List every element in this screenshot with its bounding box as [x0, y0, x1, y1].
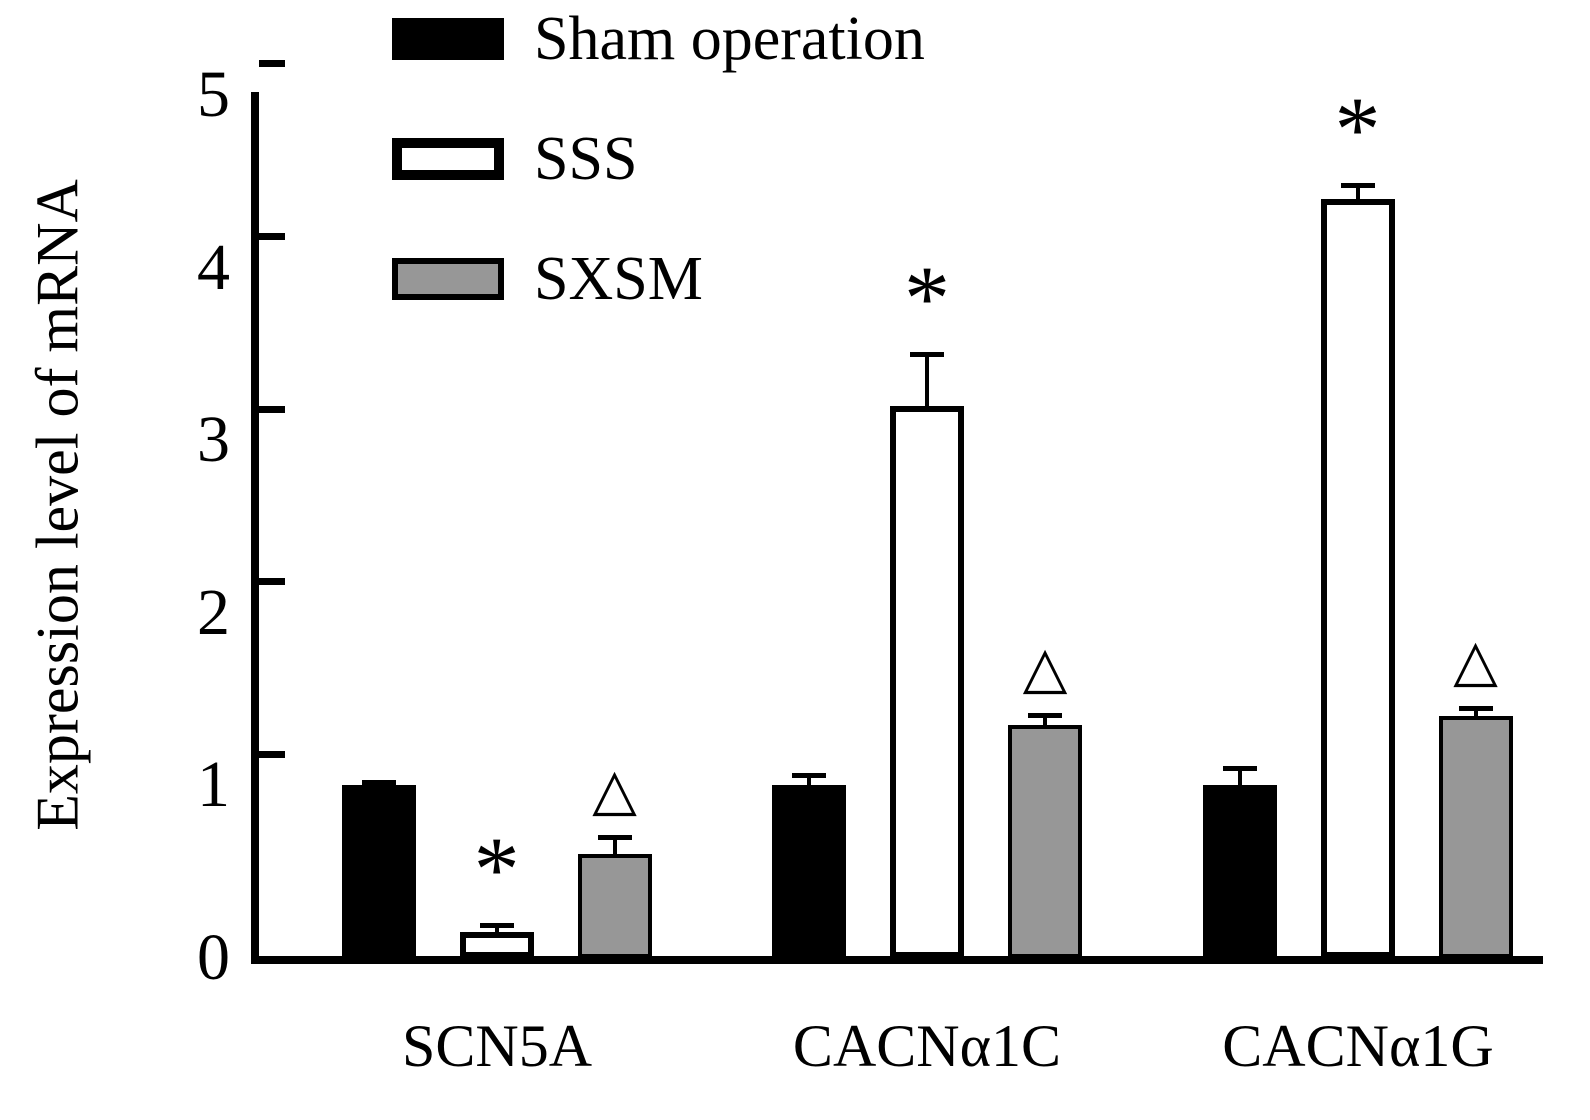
error-bar-line: [807, 775, 812, 786]
error-bar-cap: [597, 835, 632, 841]
significance-asterisk: *: [473, 818, 520, 921]
x-category-label: CACNα1C: [792, 1013, 1062, 1079]
significance-triangle: △: [1453, 627, 1498, 693]
error-bar-line: [494, 925, 499, 933]
bar-SCN5A-sham-operation: [341, 785, 416, 958]
bar-CACNα1G-sham-operation: [1202, 785, 1277, 958]
legend: Sham operation SSS SXSM: [392, 8, 925, 368]
y-axis-line: [251, 92, 259, 964]
y-tick: [259, 406, 285, 413]
y-tick: [259, 60, 285, 67]
legend-swatch-sham-operation: [392, 18, 504, 60]
legend-label-sham-operation: Sham operation: [534, 5, 925, 73]
significance-triangle: △: [1022, 634, 1068, 700]
error-bar-cap: [1222, 766, 1257, 772]
error-bar-line: [612, 837, 617, 855]
x-category-label: CACNα1G: [1222, 1013, 1494, 1079]
error-bar-line: [1237, 768, 1242, 786]
bar-SCN5A-sss: [459, 932, 534, 958]
error-bar-line: [1043, 714, 1048, 725]
bar-CACNα1G-sxsm: [1438, 716, 1513, 958]
error-bar-cap: [1458, 705, 1493, 711]
bar-CACNα1C-sss: [890, 405, 965, 958]
y-tick-label: 3: [197, 403, 230, 476]
legend-swatch-sss: [392, 138, 504, 180]
error-bar-cap: [910, 351, 945, 357]
error-bar-line: [1355, 184, 1360, 199]
error-bar-line: [925, 353, 930, 406]
y-tick-label: 2: [197, 576, 230, 649]
error-bar-cap: [1028, 712, 1063, 718]
x-category-label: SCN5A: [401, 1013, 593, 1079]
bar-CACNα1C-sham-operation: [772, 785, 847, 958]
legend-swatch-sxsm: [392, 258, 504, 300]
error-bar-cap: [792, 773, 827, 779]
y-axis-title: Expression level of mRNA: [24, 179, 91, 831]
y-tick-label: 0: [197, 921, 230, 994]
y-tick-label: 1: [197, 748, 230, 821]
y-tick: [259, 578, 285, 585]
y-tick: [259, 751, 285, 758]
error-bar-cap: [361, 779, 396, 785]
bar-CACNα1C-sxsm: [1008, 724, 1083, 958]
legend-item-sss: SSS: [392, 128, 925, 190]
error-bar-cap: [479, 923, 514, 929]
error-bar-cap: [1340, 182, 1375, 188]
bar-CACNα1G-sss: [1320, 198, 1395, 958]
y-tick-label: 4: [197, 231, 230, 304]
significance-asterisk: *: [1334, 77, 1381, 180]
bar-SCN5A-sxsm: [577, 854, 652, 958]
legend-label-sxsm: SXSM: [534, 245, 703, 313]
x-axis-line: [251, 956, 1543, 964]
y-tick-label: 5: [197, 58, 230, 131]
significance-triangle: △: [592, 757, 637, 823]
legend-item-sham-operation: Sham operation: [392, 8, 925, 70]
legend-item-sxsm: SXSM: [392, 248, 925, 310]
y-tick: [259, 233, 285, 240]
error-bar-line: [1473, 707, 1478, 717]
legend-label-sss: SSS: [534, 125, 638, 193]
significance-asterisk: *: [904, 246, 951, 349]
